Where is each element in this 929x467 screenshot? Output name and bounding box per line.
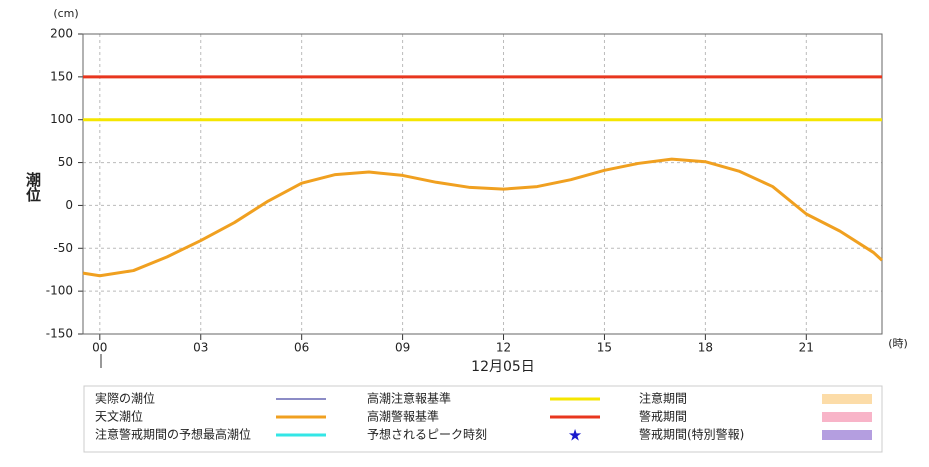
plot-border — [82, 33, 883, 335]
y-label: 潮位 — [24, 171, 42, 202]
legend-label: 高潮注意報基準 — [367, 391, 451, 406]
x-tick-label: 00 — [92, 341, 107, 355]
legend-label: 高潮警報基準 — [367, 409, 439, 424]
legend-swatch — [822, 412, 872, 422]
legend-label: 注意期間 — [639, 391, 687, 406]
legend-swatch — [822, 394, 872, 404]
x-label: 12月05日 — [471, 359, 535, 375]
legend-label: 予想されるピーク時刻 — [367, 427, 487, 442]
y-tick-label: -100 — [46, 284, 73, 298]
x-tick-label: 21 — [799, 341, 814, 355]
y-tick-label: -150 — [46, 327, 73, 341]
legend-label: 注意警戒期間の予想最高潮位 — [95, 427, 251, 442]
y-tick-label: 150 — [50, 69, 73, 83]
legend-label: 天文潮位 — [95, 409, 143, 424]
x-unit: (時) — [888, 337, 908, 350]
tide-line — [82, 157, 884, 278]
x-tick-label: 03 — [193, 341, 208, 355]
legend-box — [83, 385, 883, 453]
legend-label: 警戒期間 — [639, 409, 687, 424]
x-tick-label: 15 — [597, 341, 612, 355]
y-tick-label: 0 — [65, 198, 73, 212]
legend-label: 警戒期間(特別警報) — [639, 427, 744, 442]
y-unit: (cm) — [53, 7, 78, 20]
x-tick-label: 12 — [496, 341, 511, 355]
legend-swatch — [822, 430, 872, 440]
y-tick-label: 200 — [50, 27, 73, 41]
x-tick-label: 18 — [698, 341, 713, 355]
y-tick-label: 50 — [58, 155, 73, 169]
y-tick-label: 100 — [50, 112, 73, 126]
legend-star: ★ — [568, 426, 582, 445]
x-tick-label: 06 — [294, 341, 309, 355]
x-tick-label: 09 — [395, 341, 410, 355]
legend-label: 実際の潮位 — [95, 391, 155, 406]
y-tick-label: -50 — [53, 241, 73, 255]
